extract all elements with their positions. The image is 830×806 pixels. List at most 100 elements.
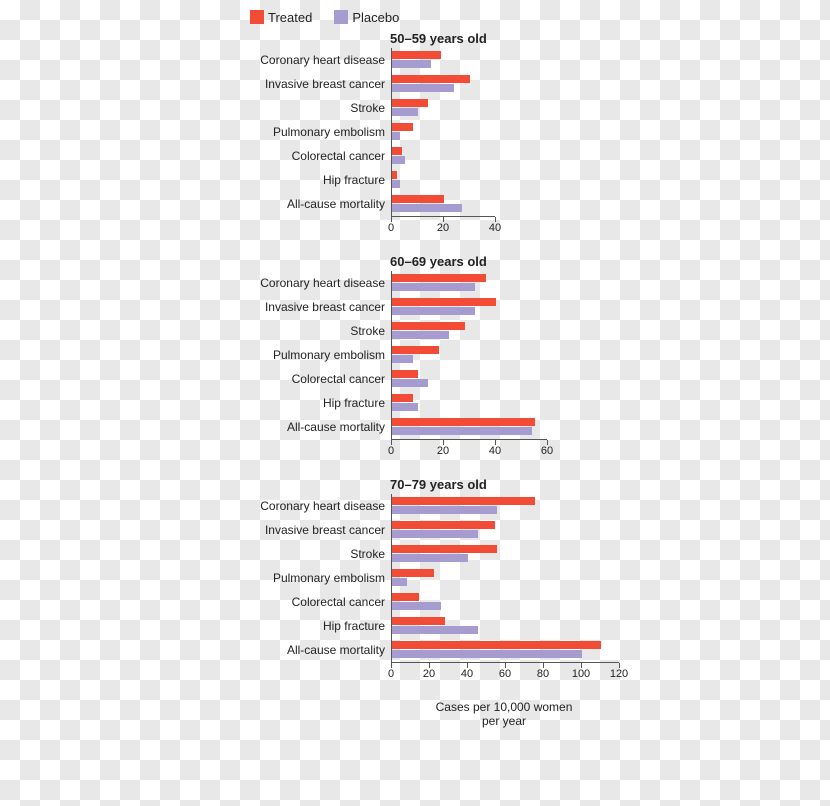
chart-row: Invasive breast cancer <box>190 72 630 96</box>
bar-treated <box>392 298 496 306</box>
bar-placebo <box>392 403 418 411</box>
bar-treated <box>392 99 428 107</box>
x-axis: 0204060 <box>391 439 547 460</box>
category-label: Pulmonary embolism <box>190 343 391 367</box>
bar-placebo <box>392 180 400 188</box>
chart-row: Coronary heart disease <box>190 494 630 518</box>
chart-row: Pulmonary embolism <box>190 566 630 590</box>
bar-placebo <box>392 108 418 116</box>
category-label: Colorectal cancer <box>190 144 391 168</box>
bar-cell <box>391 494 620 518</box>
chart-row: Hip fracture <box>190 168 630 192</box>
chart-row: All-cause mortality <box>190 638 630 662</box>
bar-cell <box>391 566 620 590</box>
chart-row: Invasive breast cancer <box>190 295 630 319</box>
bar-treated <box>392 51 441 59</box>
axis-tick-label: 20 <box>423 668 435 680</box>
x-axis-title-line: per year <box>390 714 618 728</box>
bar-placebo <box>392 427 532 435</box>
bar-placebo <box>392 554 468 562</box>
category-label: Stroke <box>190 96 391 120</box>
category-label: All-cause mortality <box>190 638 391 662</box>
axis-row: 02040 <box>190 216 630 236</box>
chart-row: Coronary heart disease <box>190 271 630 295</box>
bar-treated <box>392 394 413 402</box>
category-label: All-cause mortality <box>190 415 391 439</box>
bar-cell <box>391 120 496 144</box>
bar-cell <box>391 518 620 542</box>
bar-cell <box>391 319 548 343</box>
bar-cell <box>391 391 548 415</box>
bar-cell <box>391 72 496 96</box>
bar-cell <box>391 168 496 192</box>
panel-title: 50–59 years old <box>390 31 630 46</box>
category-label: Invasive breast cancer <box>190 72 391 96</box>
chart-row: Colorectal cancer <box>190 367 630 391</box>
chart-row: Colorectal cancer <box>190 144 630 168</box>
bar-placebo <box>392 530 478 538</box>
legend-label-placebo: Placebo <box>352 10 399 25</box>
axis-tick-label: 60 <box>541 445 553 457</box>
category-label: Coronary heart disease <box>190 494 391 518</box>
legend-label-treated: Treated <box>268 10 312 25</box>
axis-tick-label: 60 <box>499 668 511 680</box>
chart-row: Invasive breast cancer <box>190 518 630 542</box>
bar-treated <box>392 418 535 426</box>
category-label: Colorectal cancer <box>190 590 391 614</box>
bar-treated <box>392 195 444 203</box>
bar-treated <box>392 593 419 601</box>
bar-cell <box>391 48 496 72</box>
bar-treated <box>392 171 397 179</box>
chart-row: Stroke <box>190 542 630 566</box>
category-label: Hip fracture <box>190 168 391 192</box>
bar-cell <box>391 96 496 120</box>
bar-treated <box>392 545 497 553</box>
axis-tick-label: 120 <box>610 668 628 680</box>
bar-cell <box>391 638 620 662</box>
bar-placebo <box>392 626 478 634</box>
chart-row: All-cause mortality <box>190 192 630 216</box>
bar-cell <box>391 614 620 638</box>
x-axis-title: Cases per 10,000 womenper year <box>390 700 618 729</box>
axis-tick-label: 0 <box>388 222 394 234</box>
bar-cell <box>391 542 620 566</box>
chart-row: Pulmonary embolism <box>190 120 630 144</box>
bar-treated <box>392 617 445 625</box>
x-axis: 020406080100120 <box>391 662 619 683</box>
bar-placebo <box>392 379 428 387</box>
category-label: Coronary heart disease <box>190 271 391 295</box>
bar-placebo <box>392 84 454 92</box>
category-label: Hip fracture <box>190 614 391 638</box>
bar-cell <box>391 590 620 614</box>
axis-tick-label: 20 <box>437 445 449 457</box>
bar-cell <box>391 192 496 216</box>
chart-row: Stroke <box>190 96 630 120</box>
x-axis-title-line: Cases per 10,000 women <box>390 700 618 714</box>
bar-cell <box>391 271 548 295</box>
bar-placebo <box>392 506 497 514</box>
legend-swatch-placebo <box>334 10 348 24</box>
category-label: Stroke <box>190 319 391 343</box>
chart-row: Stroke <box>190 319 630 343</box>
chart-row: Coronary heart disease <box>190 48 630 72</box>
category-label: Pulmonary embolism <box>190 566 391 590</box>
bar-cell <box>391 415 548 439</box>
bar-cell <box>391 295 548 319</box>
bar-treated <box>392 521 495 529</box>
category-label: Colorectal cancer <box>190 367 391 391</box>
axis-tick-label: 40 <box>461 668 473 680</box>
x-axis: 02040 <box>391 216 495 237</box>
panels-container: 50–59 years oldCoronary heart diseaseInv… <box>190 31 630 682</box>
legend-item-treated: Treated <box>250 10 312 25</box>
category-label: Invasive breast cancer <box>190 518 391 542</box>
axis-tick-label: 0 <box>388 445 394 457</box>
axis-row: 020406080100120 <box>190 662 630 682</box>
axis-tick-label: 80 <box>537 668 549 680</box>
bar-cell <box>391 343 548 367</box>
bar-placebo <box>392 283 475 291</box>
category-label: Hip fracture <box>190 391 391 415</box>
bar-placebo <box>392 132 400 140</box>
legend: Treated Placebo <box>250 10 630 25</box>
bar-treated <box>392 569 434 577</box>
category-label: Invasive breast cancer <box>190 295 391 319</box>
